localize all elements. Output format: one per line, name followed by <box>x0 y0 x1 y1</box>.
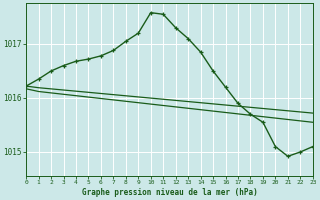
X-axis label: Graphe pression niveau de la mer (hPa): Graphe pression niveau de la mer (hPa) <box>82 188 257 197</box>
